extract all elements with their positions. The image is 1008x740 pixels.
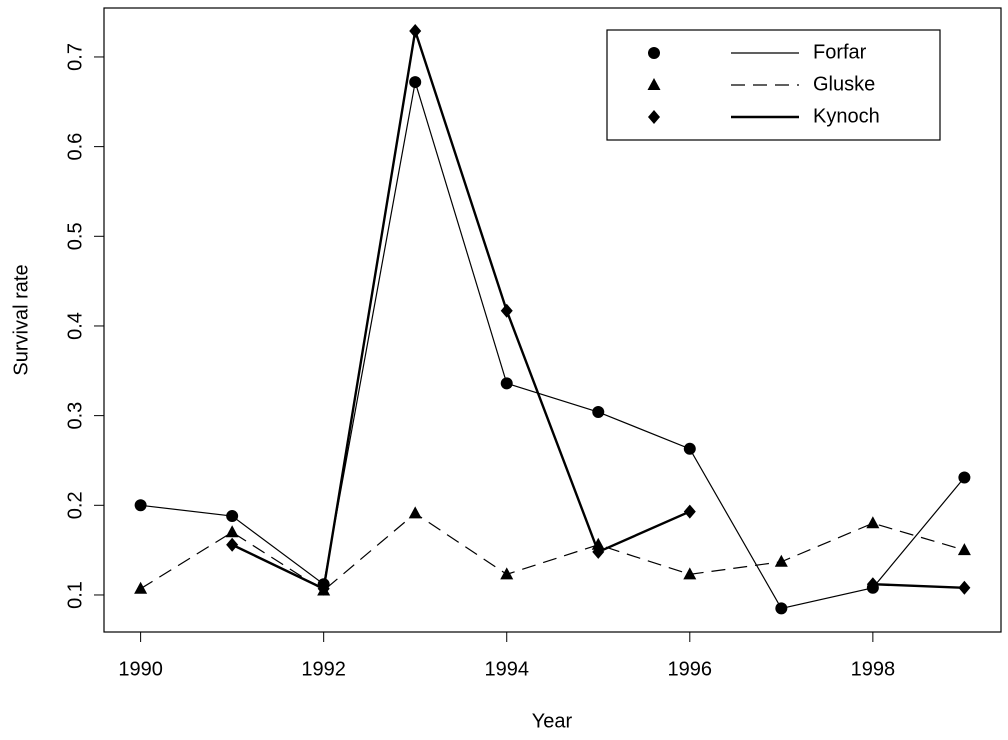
legend-label: Kynoch: [813, 105, 880, 127]
legend-box: [606, 29, 941, 141]
x-tick-label: 1998: [851, 658, 896, 680]
data-point: [683, 442, 696, 455]
legend-marker: [647, 78, 661, 90]
data-point: [957, 543, 971, 556]
data-point: [592, 406, 605, 419]
legend-marker: [648, 47, 660, 59]
data-point: [958, 471, 971, 484]
data-point: [775, 602, 788, 615]
y-tick-label: 0.3: [64, 402, 86, 430]
data-point: [134, 499, 147, 512]
y-tick-label: 0.5: [64, 222, 86, 250]
legend-label: Forfar: [813, 41, 867, 63]
data-point: [774, 554, 788, 567]
data-point: [225, 525, 239, 538]
data-point: [409, 23, 422, 38]
data-point: [683, 504, 696, 519]
legend-marker: [648, 110, 660, 124]
data-point: [866, 516, 880, 529]
y-tick-label: 0.1: [64, 581, 86, 609]
data-point: [408, 506, 422, 519]
legend-label: Gluske: [813, 73, 875, 95]
data-point: [592, 544, 605, 559]
data-point: [226, 537, 239, 552]
x-axis-label: Year: [532, 710, 573, 732]
series-line: [231, 30, 965, 591]
data-point: [683, 567, 697, 580]
x-tick-label: 1992: [301, 658, 346, 680]
data-point: [500, 377, 513, 390]
data-point: [866, 577, 879, 592]
x-tick-label: 1990: [118, 658, 163, 680]
data-point: [317, 581, 330, 596]
data-point: [226, 510, 239, 523]
y-tick-label: 0.6: [64, 133, 86, 161]
data-point: [591, 537, 605, 550]
data-point: [134, 581, 148, 594]
y-axis-label: Survival rate: [10, 264, 32, 375]
series-line: [140, 81, 965, 610]
x-tick-label: 1994: [484, 658, 529, 680]
x-tick-label: 1996: [668, 658, 713, 680]
data-point: [500, 567, 514, 580]
data-point: [958, 580, 971, 595]
data-point: [409, 76, 422, 89]
y-tick-label: 0.2: [64, 491, 86, 519]
series-line: [140, 512, 965, 592]
data-point: [500, 303, 513, 318]
y-tick-label: 0.7: [64, 43, 86, 71]
y-tick-label: 0.4: [64, 312, 86, 340]
